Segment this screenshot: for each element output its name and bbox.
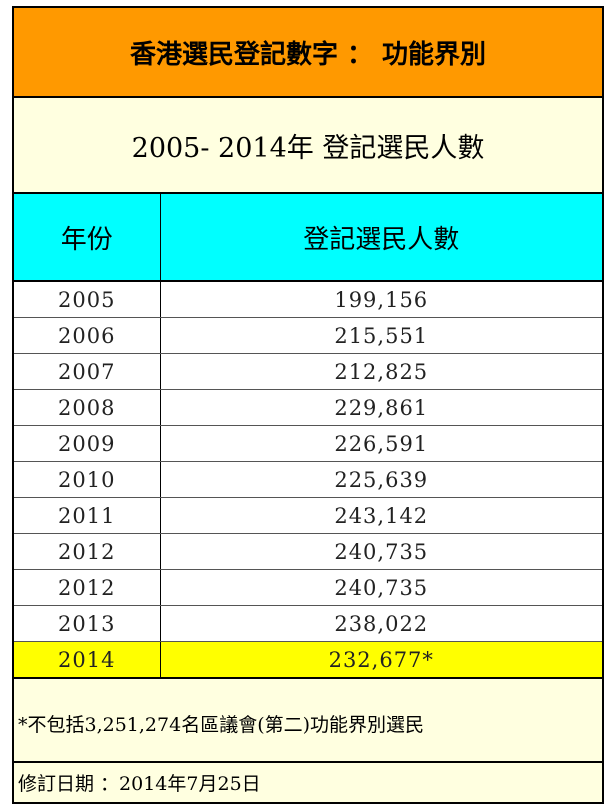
year-cell: 2011: [14, 497, 161, 534]
voters-cell: 243,142: [160, 497, 602, 534]
table-body: 2005 199,156 2006 215,551 2007 212,825 2008 229…: [14, 281, 602, 679]
table-frame: 香港選民登記數字 ： 功能界別 2005- 2014年 登記選民人數 年份 登記…: [12, 6, 604, 804]
voters-cell: 212,825: [160, 353, 602, 390]
table-row: 2006 215,551: [14, 317, 602, 354]
voters-cell: 225,639: [160, 461, 602, 498]
table-row: 2014 232,677*: [14, 641, 602, 679]
year-cell: 2007: [14, 353, 161, 390]
table-row: 2010 225,639: [14, 461, 602, 498]
page-subtitle: 2005- 2014年 登記選民人數: [14, 98, 602, 194]
column-header-voters: 登記選民人數: [160, 194, 602, 282]
year-cell: 2009: [14, 425, 161, 462]
table-row: 2011 243,142: [14, 497, 602, 534]
voter-table: 年份 登記選民人數 2005 199,156 2006 215,551 2007 212,…: [14, 194, 602, 679]
voters-cell: 215,551: [160, 317, 602, 354]
year-cell: 2010: [14, 461, 161, 498]
table-row: 2007 212,825: [14, 353, 602, 390]
table-header-row: 年份 登記選民人數: [14, 194, 602, 282]
year-cell: 2012: [14, 569, 161, 606]
footnote: *不包括3,251,274名區議會(第二)功能界別選民: [14, 685, 602, 763]
table-row: 2012 240,735: [14, 533, 602, 570]
voters-cell: 199,156: [160, 281, 602, 318]
table-row: 2008 229,861: [14, 389, 602, 426]
year-cell: 2005: [14, 281, 161, 318]
year-cell: 2006: [14, 317, 161, 354]
year-cell: 2013: [14, 605, 161, 642]
column-header-year: 年份: [14, 194, 161, 282]
voters-cell: 240,735: [160, 533, 602, 570]
table-row: 2013 238,022: [14, 605, 602, 642]
page-title: 香港選民登記數字 ： 功能界別: [14, 8, 602, 98]
table-row: 2005 199,156: [14, 281, 602, 318]
year-cell: 2014: [14, 641, 161, 679]
table-row: 2012 240,735: [14, 569, 602, 606]
voters-cell: 232,677*: [160, 641, 602, 679]
year-cell: 2012: [14, 533, 161, 570]
voters-cell: 229,861: [160, 389, 602, 426]
voters-cell: 238,022: [160, 605, 602, 642]
voters-cell: 226,591: [160, 425, 602, 462]
year-cell: 2008: [14, 389, 161, 426]
revised-date: 修訂日期 ：2014年7月25日: [14, 763, 602, 802]
table-row: 2009 226,591: [14, 425, 602, 462]
voters-cell: 240,735: [160, 569, 602, 606]
